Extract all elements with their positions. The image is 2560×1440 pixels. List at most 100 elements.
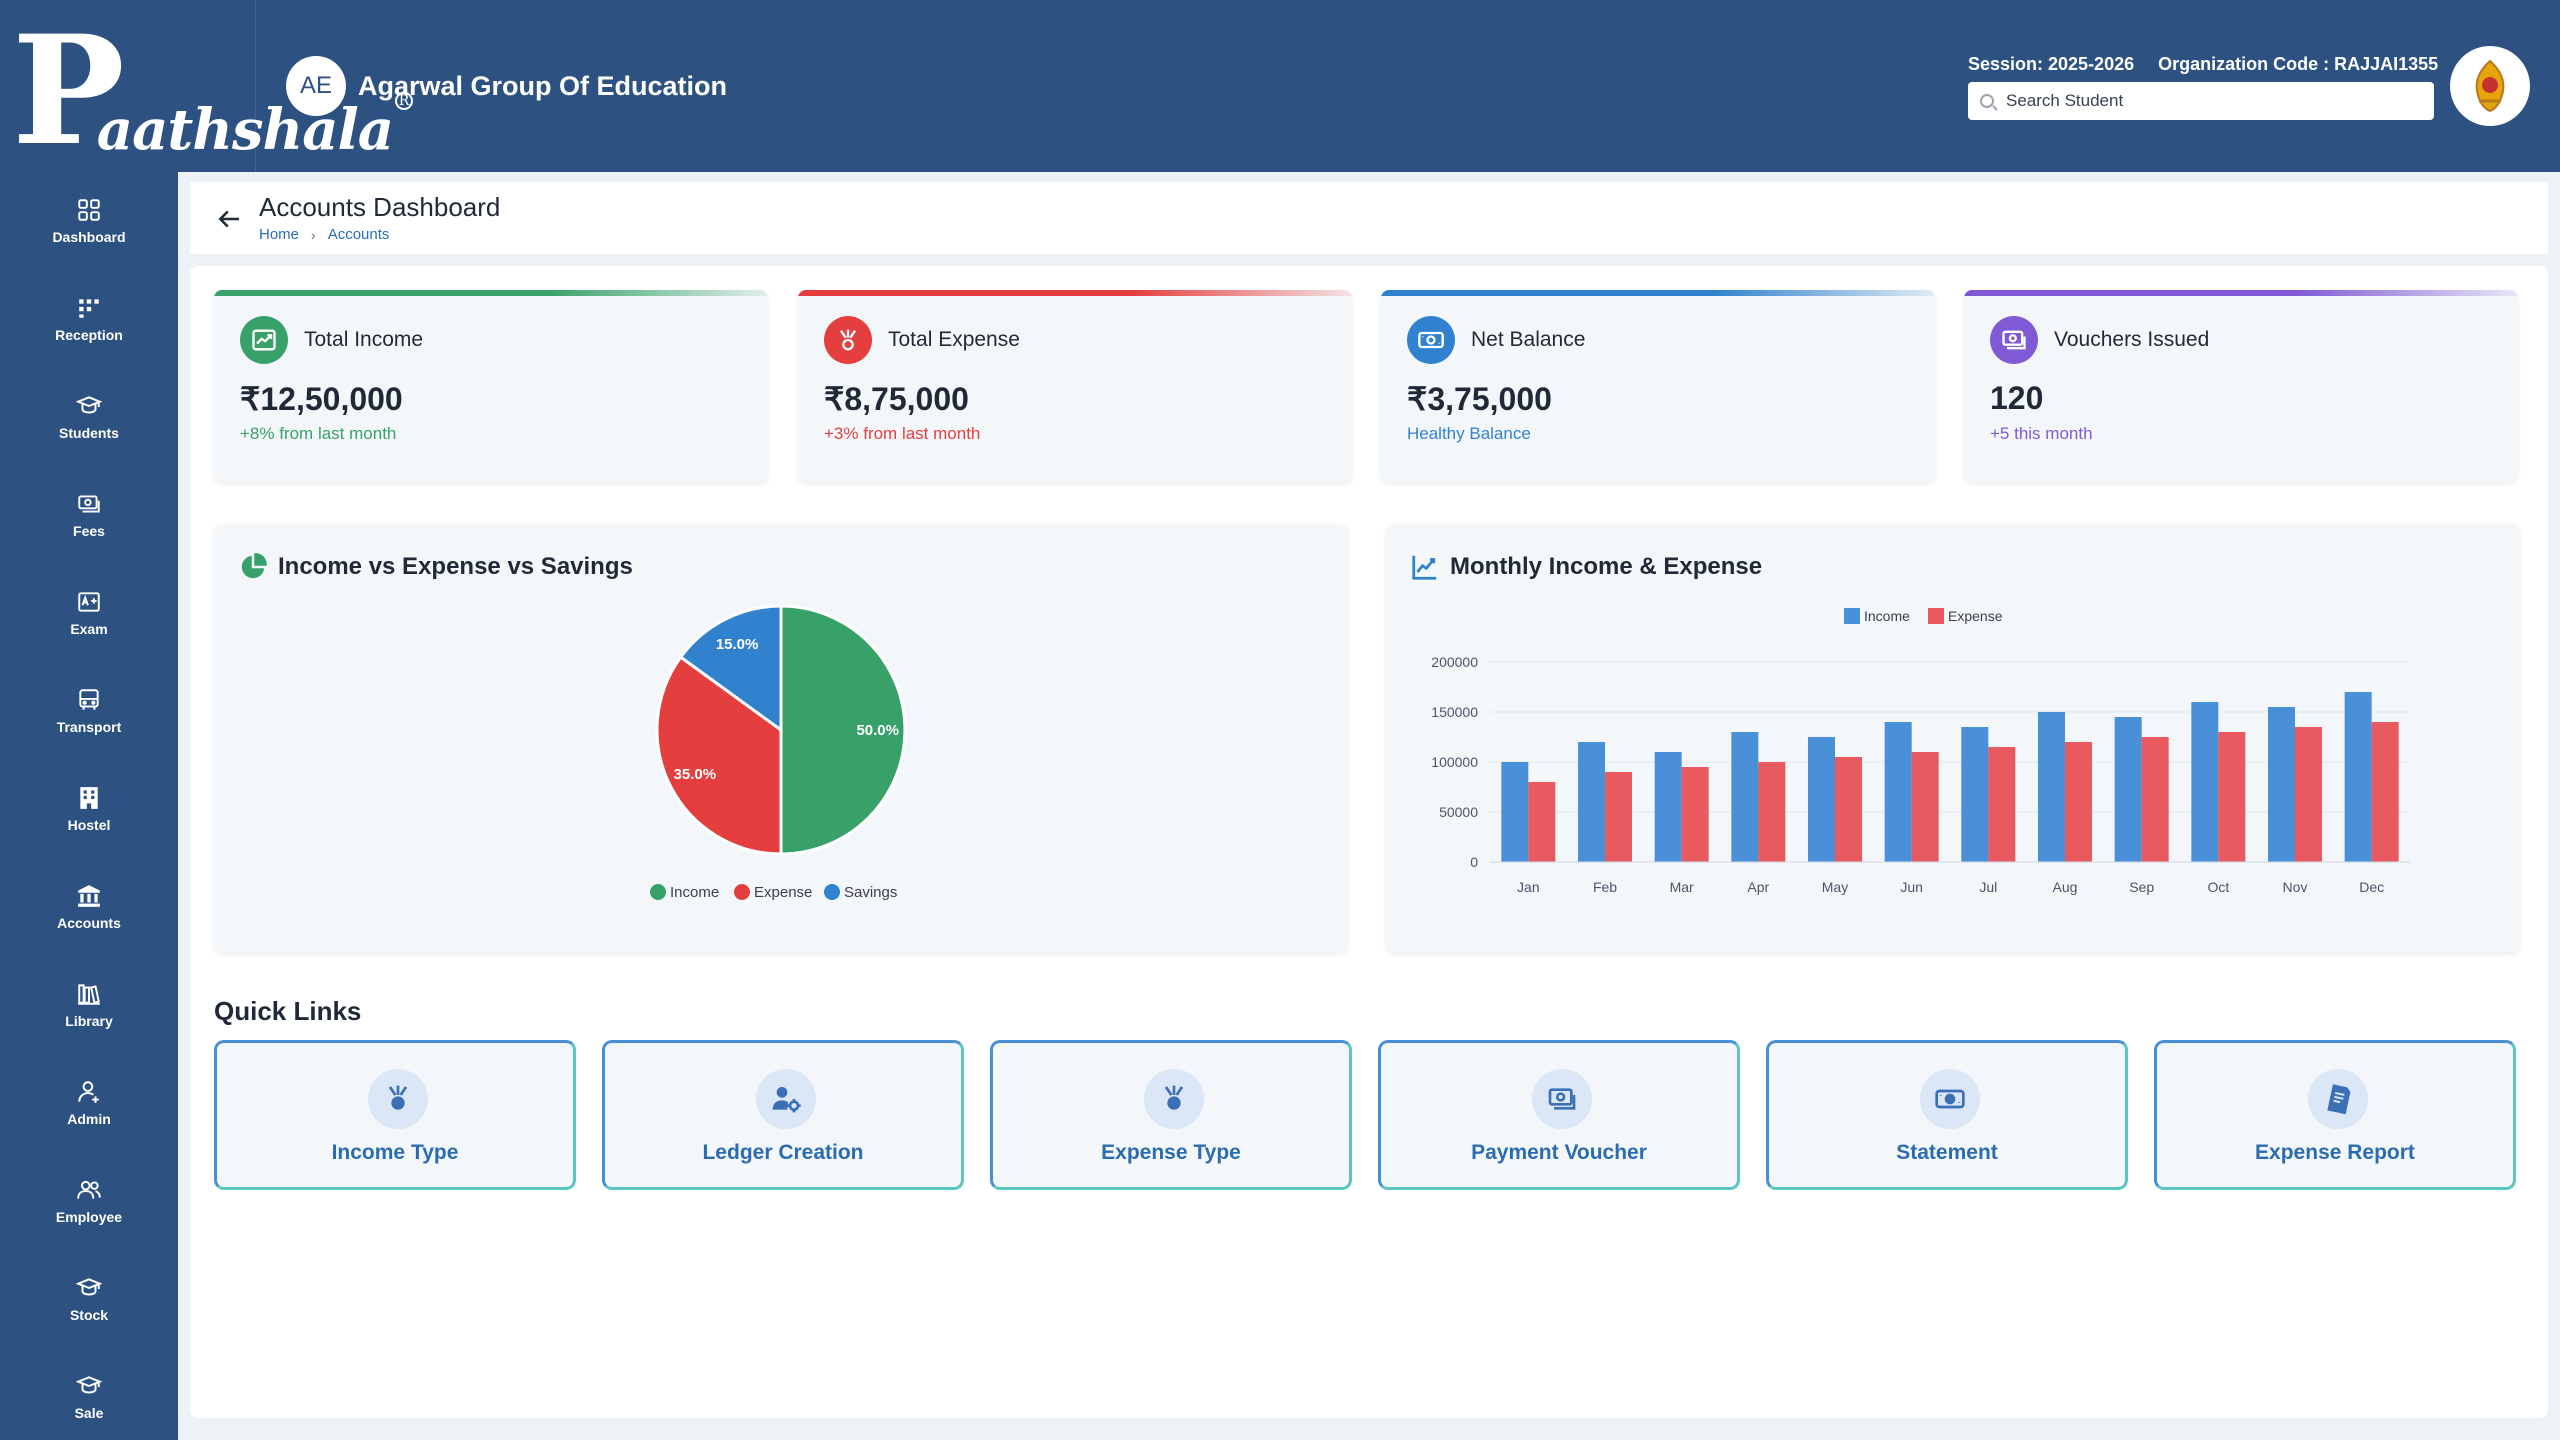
quick-link-expense-type[interactable]: Expense Type [990, 1040, 1352, 1190]
bar-expense-mar[interactable] [1681, 767, 1709, 862]
legend-label-expense[interactable]: Expense [754, 884, 812, 901]
y-tick-label: 100000 [1431, 754, 1478, 770]
legend-label-expense[interactable]: Expense [1948, 608, 2003, 624]
legend-label-savings[interactable]: Savings [844, 884, 897, 901]
expense-type-icon [1144, 1069, 1204, 1129]
stat-subtext: +3% from last month [824, 424, 981, 443]
sidebar-item-reception[interactable]: Reception [0, 270, 178, 368]
top-header: P aathshala R AE Agarwal Group Of Educat… [0, 0, 2560, 172]
institution-crest[interactable] [2450, 46, 2530, 126]
app-logo[interactable]: P aathshala R [0, 0, 414, 172]
y-tick-label: 200000 [1431, 654, 1478, 670]
stock-icon [76, 1278, 102, 1296]
search-icon [1980, 94, 1994, 108]
quick-link-label: Ledger Creation [702, 1141, 864, 1164]
pie-value-label: 50.0% [856, 722, 899, 739]
quick-link-label: Income Type [331, 1141, 459, 1164]
quick-link-expense-report[interactable]: Expense Report [2154, 1040, 2516, 1190]
sidebar-item-label: Exam [70, 621, 108, 637]
pie-slice-income[interactable] [779, 604, 907, 856]
library-icon [78, 984, 100, 1005]
bar-income-jun[interactable] [1884, 722, 1912, 862]
bar-income-mar[interactable] [1654, 752, 1682, 862]
bar-income-feb[interactable] [1578, 742, 1605, 862]
search-input[interactable] [2006, 91, 2406, 111]
admin-icon [78, 1081, 99, 1103]
bar-income-dec[interactable] [2344, 692, 2372, 862]
sidebar-item-exam[interactable]: Exam [0, 564, 178, 662]
quick-link-label: Expense Report [2255, 1141, 2415, 1164]
bar-expense-dec[interactable] [2371, 722, 2399, 862]
bar-expense-aug[interactable] [2065, 742, 2092, 862]
session-text: Session: 2025-2026 [1968, 54, 2135, 74]
sidebar-item-accounts[interactable]: Accounts [0, 858, 178, 956]
bar-expense-jan[interactable] [1528, 782, 1556, 862]
search-box[interactable] [1968, 82, 2434, 120]
breadcrumb-home[interactable]: Home [259, 226, 300, 243]
stat-subtext: +5 this month [1990, 424, 2093, 443]
bar-income-aug[interactable] [2038, 712, 2065, 862]
pie-chart-icon [241, 553, 267, 579]
quick-link-statement[interactable]: Statement [1766, 1040, 2128, 1190]
quick-link-payment-voucher[interactable]: Payment Voucher [1378, 1040, 1740, 1190]
sidebar-item-dashboard[interactable]: Dashboard [0, 172, 178, 270]
sidebar-item-label: Accounts [57, 915, 121, 931]
x-tick-label: Mar [1670, 879, 1694, 895]
bar-expense-nov[interactable] [2295, 727, 2322, 862]
bar-expense-jul[interactable] [1988, 747, 2016, 862]
sidebar-item-fees[interactable]: Fees [0, 466, 178, 564]
legend-label-income[interactable]: Income [1864, 608, 1910, 624]
pie-slice-expense[interactable] [655, 655, 783, 856]
card-accent-bar [1381, 290, 1935, 296]
pie-panel-title: Income vs Expense vs Savings [278, 553, 633, 580]
registered-mark: R [395, 92, 414, 110]
stat-value: ₹12,50,000 [240, 381, 403, 417]
bar-expense-apr[interactable] [1758, 762, 1786, 862]
students-icon [76, 396, 102, 414]
bar-expense-jun[interactable] [1911, 752, 1939, 862]
line-chart-icon [1412, 555, 1437, 580]
bar-income-jan[interactable] [1501, 762, 1529, 862]
legend-label-income[interactable]: Income [670, 884, 719, 901]
sidebar-item-label: Employee [55, 1209, 123, 1225]
bar-income-nov[interactable] [2268, 707, 2295, 862]
pie-value-label: 15.0% [716, 636, 759, 653]
org-code-text: Organization Code : RAJJAI1355 [2158, 54, 2439, 74]
sidebar-item-students[interactable]: Students [0, 368, 178, 466]
quick-link-ledger-creation[interactable]: Ledger Creation [602, 1040, 964, 1190]
bar-chart-panel: Monthly Income & Expense 0 50000 100000 150… [1386, 524, 2520, 952]
x-tick-label: May [1822, 879, 1848, 895]
sidebar-item-stock[interactable]: Stock [0, 1250, 178, 1348]
breadcrumb-accounts[interactable]: Accounts [327, 226, 390, 243]
back-arrow-icon[interactable] [214, 204, 244, 234]
org-avatar: AE [286, 56, 346, 116]
sidebar-item-label: Admin [67, 1111, 111, 1127]
bar-income-jul[interactable] [1961, 727, 1989, 862]
x-tick-label: Aug [2053, 879, 2078, 895]
bar-income-oct[interactable] [2191, 702, 2219, 862]
sidebar-item-transport[interactable]: Transport [0, 662, 178, 760]
bar-expense-may[interactable] [1835, 757, 1862, 862]
pie-slice-savings[interactable] [678, 604, 783, 733]
voucher-icon [1990, 316, 2038, 364]
quick-link-income-type[interactable]: Income Type [214, 1040, 576, 1190]
statement-icon [1920, 1069, 1980, 1129]
stat-card-total-expense: Total Expense ₹8,75,000 +3% from last mo… [798, 290, 1352, 482]
legend-swatch [650, 884, 666, 900]
sidebar-item-library[interactable]: Library [0, 956, 178, 1054]
bar-income-may[interactable] [1808, 737, 1835, 862]
bar-expense-feb[interactable] [1605, 772, 1632, 862]
stat-label: Vouchers Issued [2054, 328, 2210, 351]
bar-expense-sep[interactable] [2141, 737, 2169, 862]
org-name: Agarwal Group Of Education [358, 70, 728, 101]
x-tick-label: Apr [1747, 879, 1769, 895]
sidebar-item-sale[interactable]: Sale [0, 1348, 178, 1440]
sidebar-item-employee[interactable]: Employee [0, 1152, 178, 1250]
expense-report-icon [2308, 1069, 2368, 1129]
bar-income-sep[interactable] [2114, 717, 2142, 862]
bar-expense-oct[interactable] [2218, 732, 2246, 862]
sidebar-item-hostel[interactable]: Hostel [0, 760, 178, 858]
bar-income-apr[interactable] [1731, 732, 1759, 862]
sidebar-item-admin[interactable]: Admin [0, 1054, 178, 1152]
reception-icon [79, 299, 99, 318]
